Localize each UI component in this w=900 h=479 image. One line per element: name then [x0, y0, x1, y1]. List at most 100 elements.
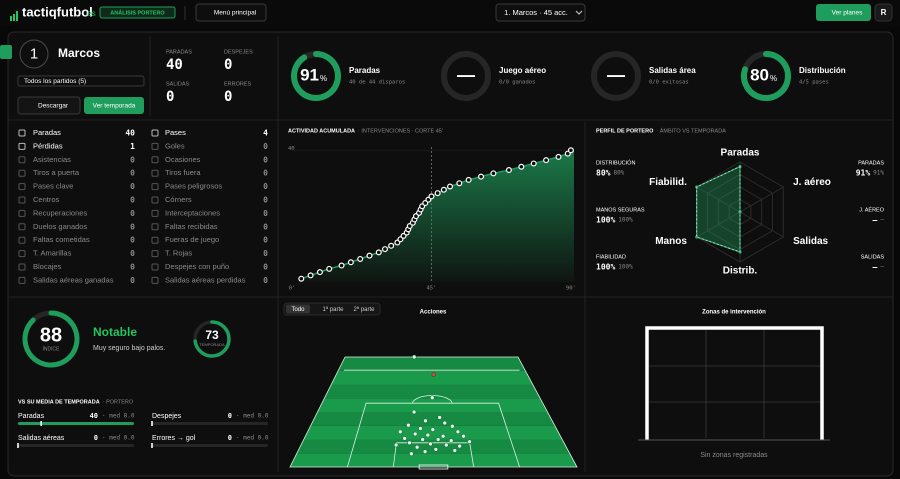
download-button[interactable] [17, 96, 81, 115]
y-tick-label: 40 [288, 146, 295, 152]
point [505, 167, 512, 174]
point [490, 170, 497, 177]
point [434, 190, 441, 197]
comparison-track [152, 444, 268, 447]
stat-label: Pases peligrosos [165, 182, 222, 191]
chart-title: ACTIVIDAD ACUMULADA [288, 128, 355, 134]
tab-active[interactable] [286, 304, 310, 314]
comparison-label: Salidas aéreas [18, 435, 65, 442]
stat-value: 0 [130, 182, 135, 191]
point [465, 176, 472, 183]
avatar[interactable] [874, 3, 893, 22]
match-filter-text[interactable]: Todos los partidos (5) [24, 78, 86, 85]
stat-label: Blocajes [33, 262, 62, 271]
logo-icon [16, 11, 18, 21]
stat-value: 0 [263, 196, 268, 205]
tab[interactable]: 1ª parte [323, 306, 345, 313]
index-rating: Notable [93, 325, 137, 339]
stat-icon [18, 142, 26, 150]
stat-value: 0 [263, 155, 268, 164]
stat-label: Ocasiones [165, 155, 201, 164]
summary-label: SALIDAS [166, 81, 190, 87]
radar-axis-label: Paradas [721, 148, 760, 159]
season-button[interactable] [84, 97, 144, 114]
stat-icon [18, 209, 26, 217]
stat-label: Duelos ganados [33, 222, 87, 231]
action-point [420, 437, 425, 442]
gauge-value: — [457, 65, 475, 85]
logo-icon [13, 14, 15, 21]
action-point [411, 354, 417, 360]
menu-button-text[interactable]: Menú principal [214, 10, 257, 17]
pitch-line [347, 402, 520, 468]
average-marker [40, 421, 42, 426]
profile-season: 100% [618, 217, 633, 224]
action-point [431, 372, 436, 377]
profile-season: 80% [613, 170, 624, 177]
stat-value: 1 [130, 142, 135, 151]
profile-value: 91% [856, 169, 871, 178]
summary-value: 0 [224, 57, 232, 73]
avatar-text[interactable]: R [881, 8, 887, 17]
player-selector[interactable] [495, 3, 586, 22]
badge [99, 6, 176, 19]
radar-axis-label: Fiabilid. [649, 177, 687, 188]
sidebar-toggle[interactable] [0, 45, 12, 59]
average-marker [151, 421, 153, 426]
season-button-text[interactable]: Ver temporada [93, 103, 136, 110]
comparison-label: Errores → gol [152, 435, 196, 442]
action-point [423, 418, 428, 424]
action-point [398, 429, 403, 435]
profile-season: — [880, 217, 884, 224]
stat-icon [18, 263, 26, 271]
player-number-ring [19, 39, 49, 69]
profile-value: 100% [596, 263, 615, 272]
player-selector-text[interactable]: 1. Marcos · 45 acc. [504, 8, 568, 17]
comparison-track [18, 444, 134, 447]
plans-button-text[interactable]: Ver planes [832, 10, 863, 17]
stat-value: 0 [263, 142, 268, 151]
stat-icon [151, 156, 159, 164]
point [530, 160, 537, 167]
point [428, 193, 435, 200]
point [567, 147, 574, 154]
stat-label: Interceptaciones [165, 208, 220, 217]
gauge-detail: 0/0 exitosas [649, 80, 689, 86]
download-text[interactable]: Descargar [38, 103, 69, 110]
action-point [448, 438, 454, 443]
stat-value: 4 [263, 129, 268, 138]
stat-value: 0 [263, 182, 268, 191]
tab[interactable]: 2ª parte [354, 306, 376, 313]
plans-button[interactable] [816, 4, 871, 21]
gauge-unit: % [320, 74, 327, 83]
gauge-arc [291, 51, 341, 101]
stat-icon [151, 276, 159, 284]
profile-value: — [873, 263, 878, 272]
index-arc [22, 310, 80, 368]
stat-value: 40 [125, 129, 135, 138]
comparison-value: 0 [228, 434, 232, 442]
stat-icon [151, 142, 159, 150]
action-point [457, 443, 462, 449]
profile-value: 80% [596, 169, 611, 178]
pitch-stripe [338, 357, 526, 371]
stat-label: Pérdidas [33, 141, 63, 150]
index-label: ÍNDICE [43, 345, 61, 352]
menu-button[interactable] [195, 3, 267, 22]
match-filter[interactable] [17, 75, 145, 87]
chart-subtitle: · INTERVENCIONES · CORTE 45' [358, 128, 443, 134]
player-name: Marcos [58, 46, 100, 60]
tab[interactable]: Todo [291, 307, 305, 313]
gauge-detail: 40 de 44 disparos [349, 80, 405, 86]
season-arc [193, 320, 231, 358]
stat-icon [18, 183, 26, 191]
action-point [452, 448, 458, 453]
point [357, 255, 364, 262]
point [338, 262, 345, 269]
stat-icon [151, 129, 159, 137]
profile-value: — [873, 216, 878, 225]
stat-value: 0 [263, 209, 268, 218]
action-point [450, 424, 455, 429]
